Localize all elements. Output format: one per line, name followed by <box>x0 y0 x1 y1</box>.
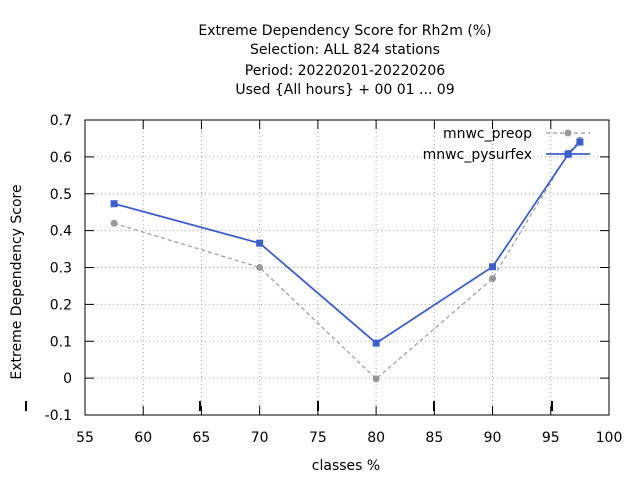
y-tick-label: 0.4 <box>50 224 72 240</box>
series-layer <box>110 136 584 383</box>
point-mnwc_pysurfex <box>110 200 118 208</box>
y-tick-label: 0.3 <box>50 261 72 277</box>
point-mnwc_preop <box>110 219 118 227</box>
grid <box>85 120 609 415</box>
legend-marker-mnwc_preop <box>564 129 572 137</box>
x-axis-ticks: 55 60 65 70 75 80 85 90 95 100 <box>76 120 622 446</box>
chart-title: Extreme Dependency Score for Rh2m (%) Se… <box>198 23 491 98</box>
x-tick-label: 90 <box>484 430 502 446</box>
x-tick-label: 75 <box>309 430 327 446</box>
plot-border <box>84 119 610 416</box>
legend: mnwc_preop mnwc_pysurfex <box>423 126 590 163</box>
x-tick-label: 80 <box>367 430 385 446</box>
title-line-2: Selection: ALL 824 stations <box>250 42 440 58</box>
y-tick-label: 0.2 <box>50 297 72 313</box>
legend-label: mnwc_pysurfex <box>423 147 532 163</box>
title-line-3: Period: 20220201-20220206 <box>245 63 445 79</box>
point-mnwc_preop <box>489 275 497 283</box>
y-tick-label: 0 <box>63 371 72 387</box>
title-line-1: Extreme Dependency Score for Rh2m (%) <box>198 23 491 39</box>
series-line-mnwc_pysurfex <box>113 141 581 345</box>
y-tick-label: 0.6 <box>50 150 72 166</box>
point-mnwc_pysurfex <box>576 138 584 146</box>
point-mnwc_preop <box>256 264 264 271</box>
y-tick-label: 0.7 <box>50 113 72 129</box>
y-tick-label: -0.1 <box>45 408 72 424</box>
x-tick-label: 65 <box>193 430 211 446</box>
point-mnwc_pysurfex <box>489 263 497 271</box>
point-mnwc_preop <box>372 375 380 383</box>
x-tick-label: 95 <box>542 430 560 446</box>
y-axis-ticks: -0.1 0 0.1 0.2 0.3 0.4 0.5 0.6 0.7 <box>45 113 609 424</box>
point-mnwc_pysurfex <box>256 239 264 247</box>
x-tick-label: 100 <box>596 430 623 446</box>
x-tick-label: 60 <box>134 430 152 446</box>
y-axis-label: Extreme Dependency Score <box>9 184 25 379</box>
x-axis-label: classes % <box>312 458 380 474</box>
legend-label: mnwc_preop <box>443 126 532 142</box>
x-tick-label: 55 <box>76 430 94 446</box>
title-line-4: Used {All hours} + 00 01 ... 09 <box>235 82 454 98</box>
y-tick-label: 0.1 <box>50 334 72 350</box>
legend-marker-mnwc_pysurfex <box>564 150 572 158</box>
y-tick-label: 0.5 <box>50 187 72 203</box>
series-line-mnwc_preop <box>113 139 581 380</box>
point-mnwc_pysurfex <box>372 339 380 347</box>
x-tick-label: 85 <box>425 430 443 446</box>
x-tick-label: 70 <box>251 430 269 446</box>
